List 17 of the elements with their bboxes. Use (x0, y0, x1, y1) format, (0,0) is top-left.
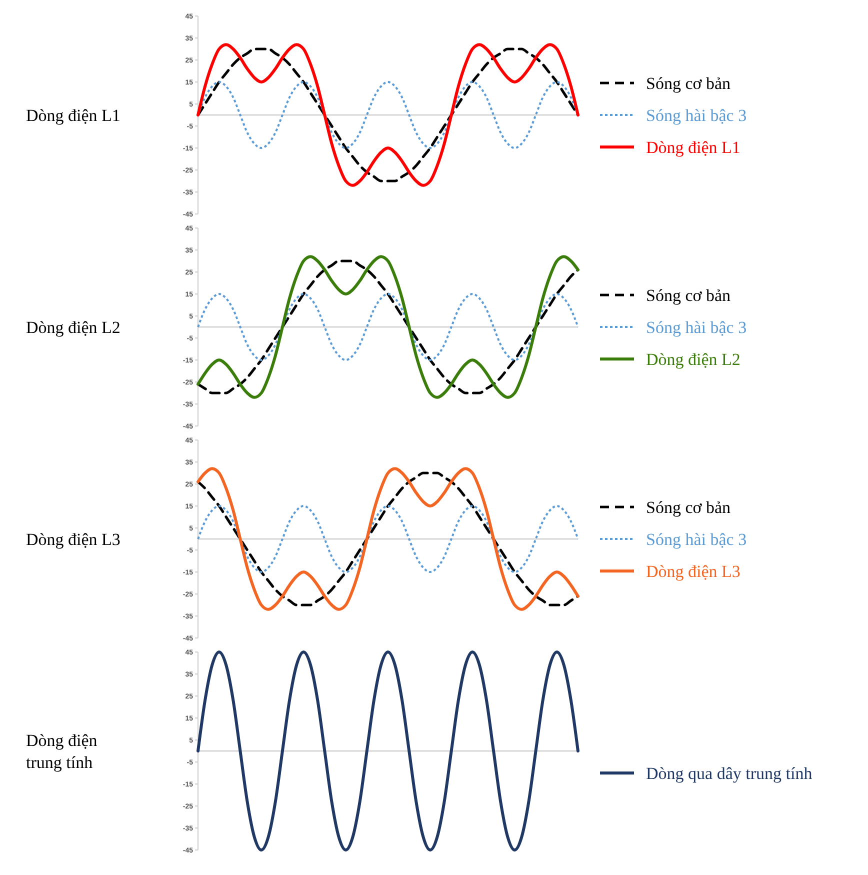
legend-label: Sóng cơ bản (646, 74, 732, 93)
legend-label: Sóng cơ bản (646, 498, 732, 517)
line-series (197, 293, 579, 361)
legend-label: Sóng cơ bản (646, 286, 732, 305)
y-axis-title: Dòng điện L3 (26, 530, 120, 549)
legend-label: Sóng hài bậc 3 (646, 106, 747, 125)
line-series (196, 650, 580, 852)
legend-label: Dòng điện L3 (646, 562, 740, 581)
legend-label: Sóng hài bậc 3 (646, 318, 747, 337)
y-axis-title: Dòng điện L1 (26, 106, 120, 125)
legend-label: Dòng điện L2 (646, 350, 740, 369)
line-series (197, 505, 579, 573)
legend-label: Sóng hài bậc 3 (646, 530, 747, 549)
legend-label: Dòng qua dây trung tính (646, 764, 813, 783)
legend-label: Dòng điện L1 (646, 138, 740, 157)
y-axis-title: Dòng điện trung tính (26, 730, 98, 772)
y-axis-title: Dòng điện L2 (26, 318, 120, 337)
